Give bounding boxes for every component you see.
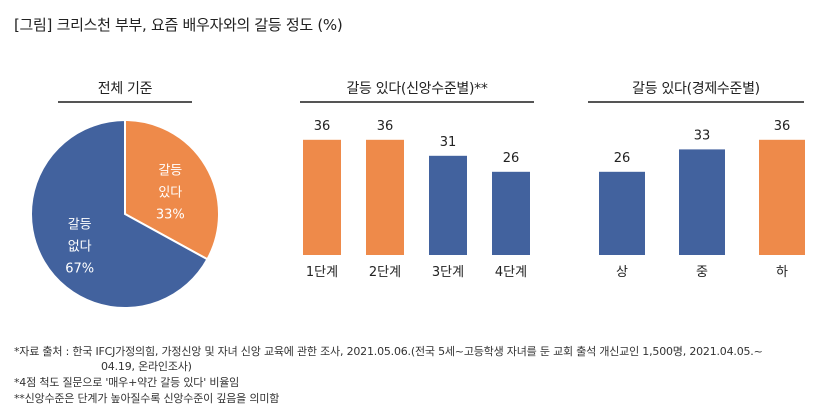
faith-value-2: 31 [440, 135, 457, 150]
econ-category-0: 상 [616, 265, 628, 280]
note-faith-level: **신앙수준은 단계가 높아질수록 신앙수준이 깊음을 의미함 [14, 392, 280, 405]
econ-panel-title: 갈등 있다(경제수준별) [632, 81, 760, 97]
faith-panel-title: 갈등 있다(신앙수준별)** [346, 81, 488, 97]
faith-category-0: 1단계 [306, 265, 338, 280]
pie-label-0-2: 33% [156, 208, 185, 223]
faith-bar-0 [303, 139, 341, 255]
pie-panel-title: 전체 기준 [97, 81, 153, 97]
econ-category-1: 중 [696, 265, 708, 280]
pie-label-0-0: 갈등 [158, 164, 182, 179]
econ-bar-2 [759, 139, 805, 255]
econ-value-2: 36 [774, 119, 791, 134]
faith-value-3: 26 [503, 151, 520, 166]
pie-slice-1 [30, 118, 209, 309]
note-source: *자료 출처 : 한국 IFCJ가정의힘, 가정신앙 및 자녀 신앙 교육에 관… [14, 345, 763, 358]
econ-bar-1 [679, 149, 725, 255]
faith-bar-2 [429, 155, 467, 255]
econ-title-underline [588, 101, 804, 103]
page-title: [그림] 크리스천 부부, 요즘 배우자와의 갈등 정도 (%) [14, 16, 343, 34]
faith-bar-1 [366, 139, 404, 255]
econ-bar-0 [599, 171, 645, 255]
faith-category-3: 4단계 [495, 265, 527, 280]
note-scale: *4점 척도 질문으로 '매우+약간 갈등 있다' 비율임 [14, 376, 240, 389]
faith-bar-3 [492, 171, 530, 255]
pie-label-1-0: 갈등 [68, 217, 92, 232]
pie-title-underline [58, 101, 192, 103]
faith-value-0: 36 [314, 119, 331, 134]
econ-value-1: 33 [694, 128, 711, 143]
pie-label-0-1: 있다 [158, 186, 182, 201]
econ-category-2: 하 [776, 265, 788, 280]
faith-category-1: 2단계 [369, 265, 401, 280]
econ-value-0: 26 [614, 151, 631, 166]
pie-label-1-2: 67% [65, 261, 94, 276]
note-source-cont: 04.19, 온라인조사) [101, 360, 192, 373]
faith-title-underline [300, 101, 534, 103]
faith-value-1: 36 [377, 119, 394, 134]
pie-slice-0 [124, 118, 220, 261]
pie-label-1-1: 없다 [68, 239, 92, 254]
faith-category-2: 3단계 [432, 265, 464, 280]
